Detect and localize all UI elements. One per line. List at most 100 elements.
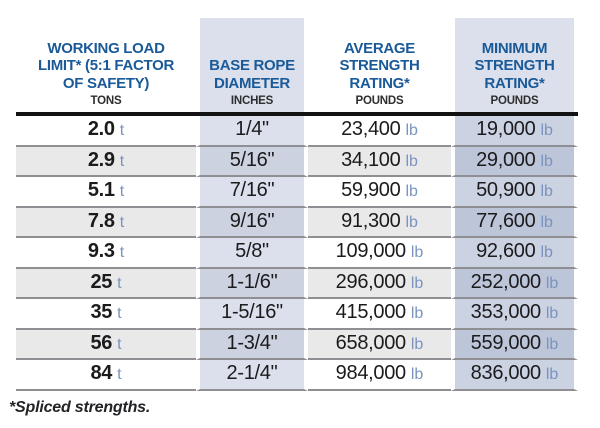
min-strength-value: 559,000	[470, 331, 542, 354]
table-row: 56 t 1-3/4" 658,000 lb 559,000 lb	[16, 329, 578, 360]
avg-strength-cell: 34,100 lb	[308, 146, 451, 177]
pounds-unit: lb	[410, 305, 424, 322]
pounds-unit: lb	[410, 244, 424, 261]
pounds-unit: lb	[540, 213, 553, 231]
diameter-cell: 7/16"	[196, 177, 308, 208]
wll-cell: 84 t	[16, 360, 196, 391]
avg-strength-value: 415,000	[335, 301, 407, 323]
pounds-unit: lb	[545, 274, 559, 292]
table-row: 2.0 t 1/4" 23,400 lb 19,000 lb	[16, 116, 578, 147]
tons-value: 7.8	[87, 209, 115, 232]
strength-rating-table: WORKING LOAD LIMIT* (5:1 FACTOR OF SAFET…	[16, 18, 578, 391]
table-row: 2.9 t 5/16" 34,100 lb 29,000 lb	[16, 146, 578, 177]
min-strength-cell: 559,000 lb	[451, 329, 578, 360]
wll-cell: 9.3 t	[16, 238, 196, 269]
min-strength-cell: 29,000 lb	[451, 146, 578, 177]
diameter-value: 7/16"	[229, 179, 275, 201]
tons-unit: t	[117, 335, 122, 353]
avg-strength-value: 109,000	[335, 240, 407, 262]
diameter-cell: 1-1/6"	[196, 268, 308, 299]
min-strength-cell: 92,600 lb	[451, 238, 578, 269]
wll-cell: 25 t	[16, 268, 196, 299]
avg-strength-value: 34,100	[341, 148, 401, 171]
min-strength-value: 92,600	[476, 240, 536, 262]
min-strength-cell: 836,000 lb	[451, 360, 578, 391]
tons-value: 25	[90, 270, 113, 293]
diameter-value: 1/4"	[235, 118, 269, 140]
table-row: 7.8 t 9/16" 91,300 lb 77,600 lb	[16, 207, 578, 238]
diameter-value: 2-1/4"	[226, 362, 278, 384]
min-strength-cell: 19,000 lb	[451, 116, 578, 147]
tons-unit: t	[117, 366, 122, 383]
column-unit-label: INCHES	[230, 95, 274, 107]
diameter-value: 1-3/4"	[226, 331, 278, 354]
column-title: WORKING LOAD LIMIT* (5:1 FACTOR OF SAFET…	[38, 39, 174, 92]
avg-strength-value: 296,000	[335, 270, 407, 293]
table-row: 35 t 1-5/16" 415,000 lb 353,000 lb	[16, 299, 578, 330]
min-strength-cell: 252,000 lb	[451, 268, 578, 299]
tons-value: 56	[90, 331, 113, 354]
tons-unit: t	[119, 213, 125, 231]
avg-strength-value: 658,000	[335, 331, 407, 354]
diameter-cell: 5/16"	[196, 146, 308, 177]
column-header-base-rope-diameter: BASE ROPE DIAMETER INCHES	[196, 18, 308, 112]
pounds-unit: lb	[405, 122, 418, 139]
table-row: 84 t 2-1/4" 984,000 lb 836,000 lb	[16, 360, 578, 391]
avg-strength-cell: 415,000 lb	[308, 299, 451, 330]
table-body: 2.0 t 1/4" 23,400 lb 19,000 lb 2.9 t 5/16" 3…	[16, 116, 578, 391]
pounds-unit: lb	[405, 152, 418, 170]
wll-cell: 2.9 t	[16, 146, 196, 177]
pounds-unit: lb	[540, 122, 553, 139]
tons-value: 2.9	[87, 148, 115, 171]
column-header-average-strength: AVERAGE STRENGTH RATING* POUNDS	[308, 18, 451, 112]
diameter-value: 1-5/16"	[221, 301, 283, 323]
avg-strength-cell: 23,400 lb	[308, 116, 451, 147]
column-unit-label: TONS	[90, 95, 122, 107]
avg-strength-cell: 59,900 lb	[308, 177, 451, 208]
diameter-cell: 9/16"	[196, 207, 308, 238]
wll-cell: 7.8 t	[16, 207, 196, 238]
min-strength-cell: 77,600 lb	[451, 207, 578, 238]
pounds-unit: lb	[545, 366, 559, 383]
column-header-minimum-strength: MINIMUM STRENGTH RATING* POUNDS	[451, 18, 578, 112]
tons-unit: t	[119, 183, 125, 200]
avg-strength-cell: 658,000 lb	[308, 329, 451, 360]
diameter-cell: 1-3/4"	[196, 329, 308, 360]
wll-cell: 2.0 t	[16, 116, 196, 147]
tons-value: 35	[90, 301, 113, 323]
tons-unit: t	[119, 244, 125, 261]
diameter-cell: 2-1/4"	[196, 360, 308, 391]
footnote: *Spliced strengths.	[9, 398, 151, 416]
diameter-value: 5/8"	[235, 240, 269, 262]
pounds-unit: lb	[410, 274, 424, 292]
diameter-value: 9/16"	[229, 209, 275, 232]
diameter-value: 5/16"	[229, 148, 275, 171]
tons-value: 5.1	[87, 179, 115, 201]
column-unit-label: POUNDS	[490, 95, 539, 107]
avg-strength-value: 59,900	[341, 179, 401, 201]
min-strength-value: 836,000	[470, 362, 542, 384]
avg-strength-cell: 109,000 lb	[308, 238, 451, 269]
avg-strength-value: 984,000	[335, 362, 407, 384]
tons-value: 2.0	[87, 118, 115, 140]
diameter-cell: 1/4"	[196, 116, 308, 147]
min-strength-value: 353,000	[470, 301, 542, 323]
min-strength-value: 50,900	[476, 179, 536, 201]
table-row: 25 t 1-1/6" 296,000 lb 252,000 lb	[16, 268, 578, 299]
pounds-unit: lb	[410, 366, 424, 383]
table-row: 9.3 t 5/8" 109,000 lb 92,600 lb	[16, 238, 578, 269]
column-title: AVERAGE STRENGTH RATING*	[339, 39, 420, 92]
tons-value: 9.3	[87, 240, 115, 262]
pounds-unit: lb	[540, 152, 553, 170]
column-unit-label: POUNDS	[355, 95, 404, 107]
diameter-cell: 1-5/16"	[196, 299, 308, 330]
min-strength-value: 19,000	[476, 118, 536, 140]
pounds-unit: lb	[540, 244, 553, 261]
diameter-value: 1-1/6"	[226, 270, 278, 293]
avg-strength-cell: 984,000 lb	[308, 360, 451, 391]
pounds-unit: lb	[405, 183, 418, 200]
tons-unit: t	[119, 152, 125, 170]
pounds-unit: lb	[545, 335, 559, 353]
table-header-row: WORKING LOAD LIMIT* (5:1 FACTOR OF SAFET…	[16, 18, 578, 112]
